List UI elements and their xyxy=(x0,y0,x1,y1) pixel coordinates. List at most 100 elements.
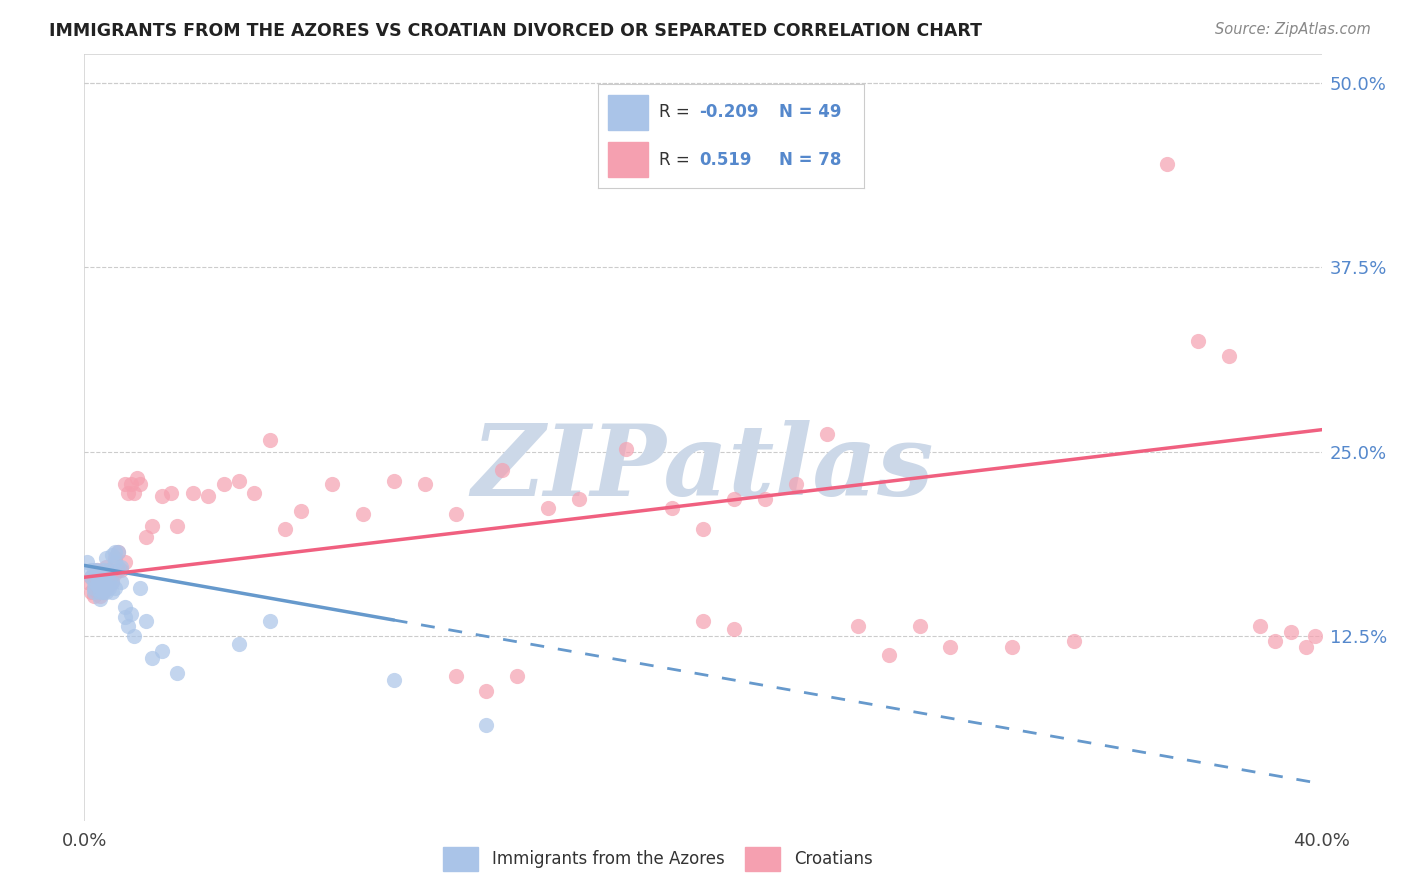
Point xyxy=(110,560,132,574)
Point xyxy=(83,563,105,577)
Point xyxy=(91,585,114,599)
Point xyxy=(86,577,108,591)
Point xyxy=(274,522,297,536)
Point xyxy=(79,563,101,577)
Point xyxy=(89,577,111,591)
Point xyxy=(754,491,776,506)
Point xyxy=(352,507,374,521)
Point xyxy=(94,574,117,589)
Point xyxy=(692,522,714,536)
Point xyxy=(166,666,188,681)
Point xyxy=(1295,640,1317,654)
Point xyxy=(104,566,127,580)
Point xyxy=(491,462,513,476)
Point xyxy=(129,581,152,595)
Point xyxy=(86,563,108,577)
Point xyxy=(89,590,111,604)
Point xyxy=(181,486,204,500)
Point xyxy=(89,585,111,599)
Point xyxy=(475,717,498,731)
Point xyxy=(125,471,148,485)
Point xyxy=(117,486,139,500)
Point xyxy=(785,477,807,491)
Point xyxy=(815,427,838,442)
Point xyxy=(114,610,136,624)
Point xyxy=(661,500,683,515)
Point xyxy=(939,640,962,654)
Point xyxy=(259,433,281,447)
Text: Immigrants from the Azores: Immigrants from the Azores xyxy=(492,849,725,868)
Point xyxy=(160,486,183,500)
Point xyxy=(243,486,266,500)
Point xyxy=(568,491,591,506)
Point xyxy=(382,475,405,489)
Point xyxy=(114,556,136,570)
Point xyxy=(91,574,114,589)
Point xyxy=(135,615,157,629)
Point xyxy=(1279,624,1302,639)
Point xyxy=(723,622,745,636)
Point xyxy=(86,574,108,589)
Point xyxy=(723,491,745,506)
Point xyxy=(107,545,129,559)
Point xyxy=(212,477,235,491)
Point xyxy=(150,489,173,503)
Point xyxy=(79,570,101,584)
Point xyxy=(506,669,529,683)
Point xyxy=(197,489,219,503)
Point xyxy=(76,574,98,589)
Point xyxy=(110,574,132,589)
Point xyxy=(122,629,145,643)
Text: ZIPatlas: ZIPatlas xyxy=(472,419,934,516)
Point xyxy=(86,585,108,599)
Point xyxy=(94,581,117,595)
Point xyxy=(259,615,281,629)
Point xyxy=(692,615,714,629)
Point xyxy=(86,563,108,577)
Point xyxy=(83,581,105,595)
Point xyxy=(614,442,637,456)
Point xyxy=(444,507,467,521)
Point xyxy=(228,637,250,651)
Point xyxy=(104,551,127,566)
Point xyxy=(135,530,157,544)
Bar xyxy=(443,847,478,871)
Point xyxy=(98,563,121,577)
Text: Source: ZipAtlas.com: Source: ZipAtlas.com xyxy=(1215,22,1371,37)
Point xyxy=(107,560,129,574)
Point xyxy=(83,585,105,599)
Point xyxy=(94,566,117,580)
Point xyxy=(98,563,121,577)
Text: IMMIGRANTS FROM THE AZORES VS CROATIAN DIVORCED OR SEPARATED CORRELATION CHART: IMMIGRANTS FROM THE AZORES VS CROATIAN D… xyxy=(49,22,983,40)
Point xyxy=(91,563,114,577)
Point xyxy=(1156,157,1178,171)
Point xyxy=(107,545,129,559)
Point xyxy=(382,673,405,688)
Point xyxy=(79,585,101,599)
Point xyxy=(908,619,931,633)
Point xyxy=(120,477,142,491)
Point xyxy=(98,577,121,591)
Point xyxy=(101,548,124,562)
Point xyxy=(537,500,560,515)
Point xyxy=(101,585,124,599)
Point xyxy=(101,574,124,589)
Point xyxy=(89,592,111,607)
Point xyxy=(444,669,467,683)
Point xyxy=(89,577,111,591)
Point xyxy=(877,648,900,663)
Point xyxy=(122,486,145,500)
Point xyxy=(1249,619,1271,633)
Point xyxy=(83,570,105,584)
Point xyxy=(129,477,152,491)
Point xyxy=(114,599,136,614)
Point xyxy=(94,560,117,574)
Point xyxy=(413,477,436,491)
Point xyxy=(86,570,108,584)
Point xyxy=(166,518,188,533)
Point xyxy=(98,573,121,587)
Point xyxy=(91,585,114,599)
Point xyxy=(114,477,136,491)
Point xyxy=(290,504,312,518)
Bar xyxy=(745,847,780,871)
